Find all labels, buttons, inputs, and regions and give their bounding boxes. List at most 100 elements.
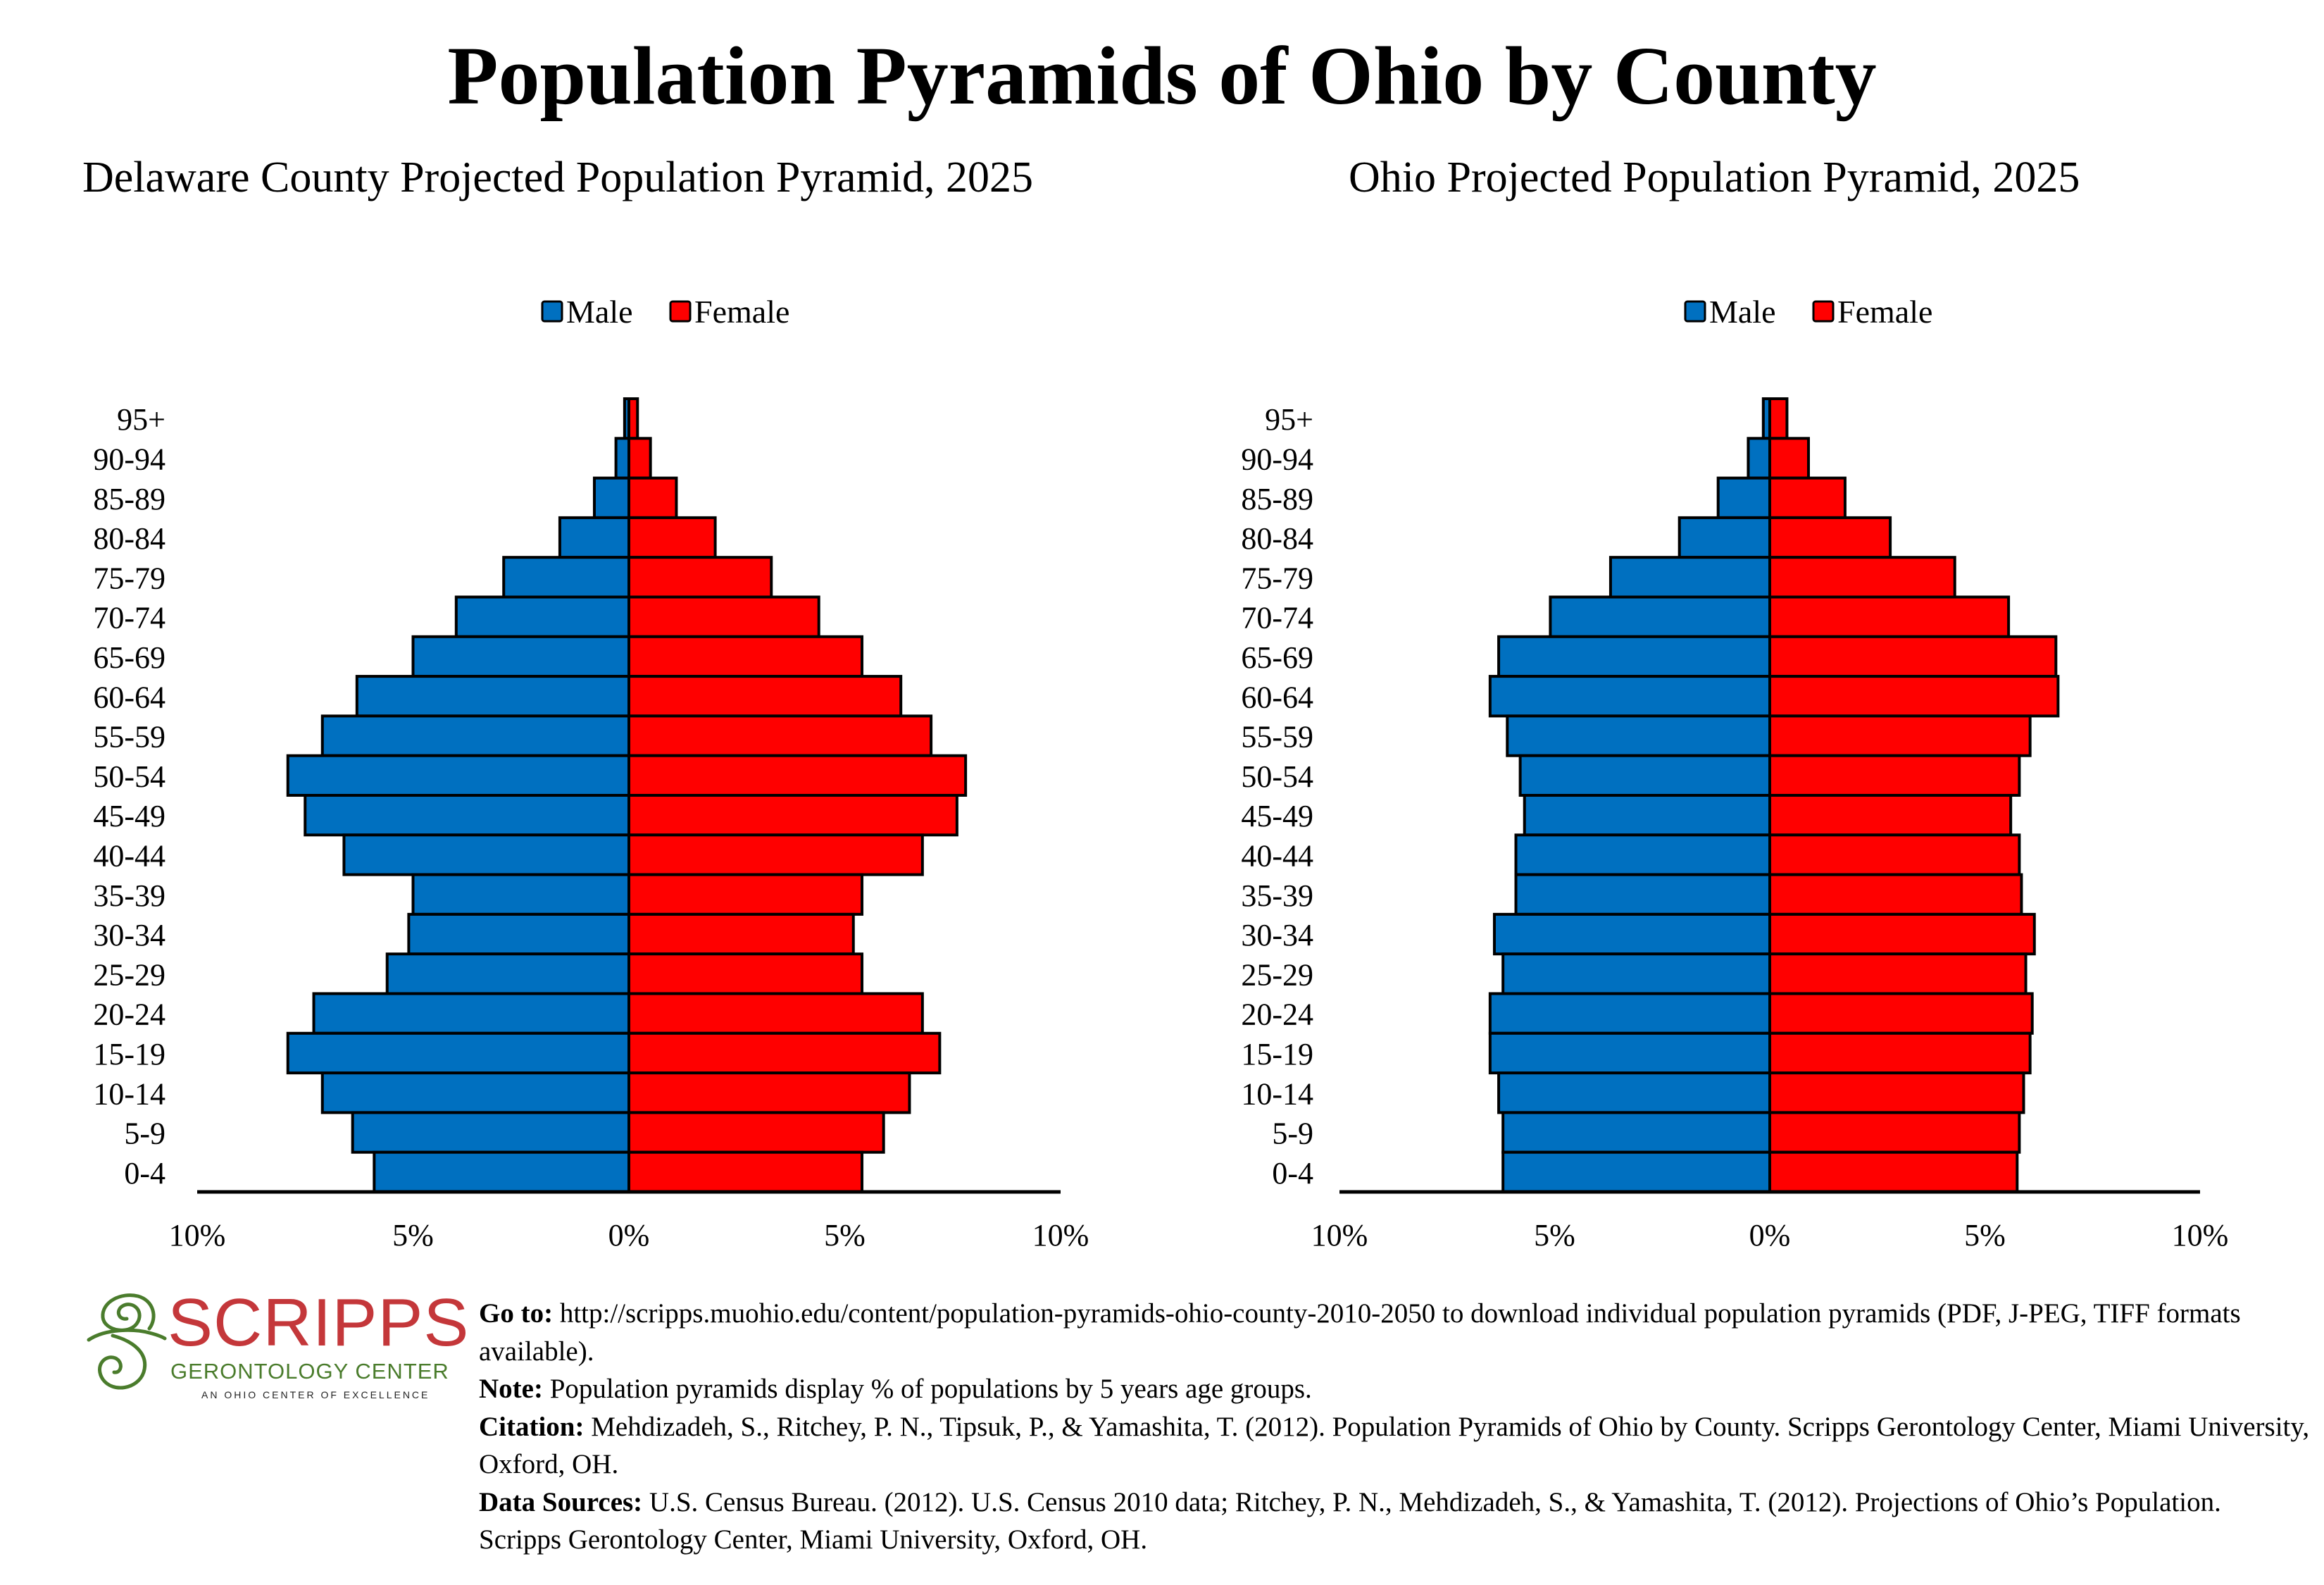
bar-male-10-14 (320, 1071, 630, 1114)
bar-male-65-69 (411, 635, 630, 678)
bar-male-20-24 (312, 992, 630, 1035)
bar-male-10-14 (1497, 1071, 1772, 1114)
bar-male-5-9 (351, 1111, 630, 1154)
age-label: 50-54 (93, 759, 165, 794)
bar-female-45-49 (627, 794, 958, 837)
age-label: 25-29 (93, 957, 165, 992)
x-tick-label: 5% (392, 1218, 434, 1253)
scripps-swirl-icon (87, 1293, 167, 1390)
bar-female-5-9 (627, 1111, 885, 1154)
age-label: 5-9 (124, 1117, 165, 1151)
bar-male-80-84 (1678, 516, 1771, 559)
bar-male-40-44 (342, 833, 630, 876)
bar-male-50-54 (286, 754, 630, 797)
footer-goto: Go to: http://scripps.muohio.edu/content… (479, 1295, 2310, 1370)
age-label: 40-44 (93, 838, 165, 873)
bar-female-30-34 (627, 912, 855, 956)
age-label: 70-74 (93, 601, 165, 635)
logo-tagline: AN OHIO CENTER OF EXCELLENCE (201, 1389, 430, 1400)
bar-male-35-39 (411, 873, 630, 916)
age-label: 20-24 (93, 997, 165, 1032)
page-title: Population Pyramids of Ohio by County (447, 30, 1877, 122)
scripps-logo: SCRIPPS GERONTOLOGY CENTER AN OHIO CENTE… (85, 1289, 468, 1409)
age-label: 65-69 (93, 640, 165, 675)
age-label: 35-39 (93, 878, 165, 913)
age-label: 5-9 (1272, 1117, 1313, 1151)
note-label: Note: (479, 1374, 543, 1404)
note-text: Population pyramids display % of populat… (542, 1374, 1312, 1404)
bar-female-90-94 (1768, 437, 1810, 480)
bar-male-0-4 (1501, 1150, 1771, 1193)
bar-male-55-59 (320, 714, 630, 757)
bar-female-10-14 (627, 1071, 911, 1114)
age-label: 25-29 (1241, 957, 1313, 992)
bar-male-80-84 (558, 516, 630, 559)
footer-notes: Go to: http://scripps.muohio.edu/content… (479, 1295, 2310, 1559)
x-tick-label: 0% (1749, 1218, 1791, 1253)
bar-male-75-79 (502, 556, 630, 599)
age-label: 90-94 (1241, 442, 1313, 476)
bar-female-70-74 (627, 595, 820, 638)
bar-female-40-44 (1768, 833, 2021, 876)
bar-female-40-44 (627, 833, 924, 876)
bar-female-25-29 (1768, 952, 2028, 995)
bar-male-15-19 (1488, 1031, 1772, 1075)
bar-female-10-14 (1768, 1071, 2025, 1114)
age-label: 85-89 (93, 482, 165, 516)
x-tick-label: 0% (608, 1218, 650, 1253)
bar-female-85-89 (627, 476, 678, 519)
age-label: 55-59 (1241, 720, 1313, 754)
age-label: 50-54 (1241, 759, 1313, 794)
bar-male-65-69 (1497, 635, 1772, 678)
bar-male-30-34 (407, 912, 630, 956)
bar-female-30-34 (1768, 912, 2036, 956)
bar-female-35-39 (1768, 873, 2023, 916)
age-label: 95+ (117, 402, 165, 437)
bar-female-95+ (627, 397, 639, 440)
bar-male-55-59 (1506, 714, 1772, 757)
age-label: 60-64 (93, 680, 165, 714)
bar-female-60-64 (1768, 675, 2060, 718)
age-label: 30-34 (93, 918, 165, 952)
bar-female-45-49 (1768, 794, 2013, 837)
age-label: 65-69 (1241, 640, 1313, 675)
goto-text: http://scripps.muohio.edu/content/popula… (479, 1298, 2241, 1367)
age-label: 10-14 (93, 1076, 165, 1111)
bar-male-40-44 (1514, 833, 1771, 876)
bar-male-35-39 (1514, 873, 1771, 916)
bar-male-85-89 (1716, 476, 1771, 519)
legend-swatch-male (541, 300, 563, 323)
footer-note: Note: Population pyramids display % of p… (479, 1370, 2310, 1408)
age-label: 80-84 (93, 521, 165, 556)
age-label: 55-59 (93, 720, 165, 754)
logo-subtitle: GERONTOLOGY CENTER (170, 1359, 449, 1384)
bar-female-20-24 (627, 992, 924, 1035)
bar-female-90-94 (627, 437, 652, 480)
x-tick-label: 10% (169, 1218, 226, 1253)
x-tick-label: 5% (824, 1218, 866, 1253)
bar-male-45-49 (1523, 794, 1771, 837)
legend-label-male: Male (566, 294, 633, 330)
age-label: 0-4 (124, 1156, 165, 1191)
age-label: 20-24 (1241, 997, 1313, 1032)
bar-female-80-84 (1768, 516, 1892, 559)
bar-female-55-59 (1768, 714, 2032, 757)
x-tick-label: 10% (1032, 1218, 1089, 1253)
bar-male-70-74 (1549, 595, 1771, 638)
bar-male-90-94 (614, 437, 630, 480)
sources-text: U.S. Census Bureau. (2012). U.S. Census … (479, 1486, 2221, 1555)
bar-male-0-4 (373, 1150, 631, 1193)
bar-male-90-94 (1747, 437, 1771, 480)
bar-female-50-54 (1768, 754, 2021, 797)
bar-female-35-39 (627, 873, 864, 916)
age-label: 85-89 (1241, 482, 1313, 516)
bar-female-80-84 (627, 516, 717, 559)
bar-male-50-54 (1518, 754, 1772, 797)
x-tick-label: 5% (1534, 1218, 1575, 1253)
legend-label-male: Male (1709, 294, 1776, 330)
bar-female-5-9 (1768, 1111, 2021, 1154)
bar-male-5-9 (1501, 1111, 1771, 1154)
bar-female-15-19 (627, 1031, 942, 1075)
age-label: 0-4 (1272, 1156, 1313, 1191)
